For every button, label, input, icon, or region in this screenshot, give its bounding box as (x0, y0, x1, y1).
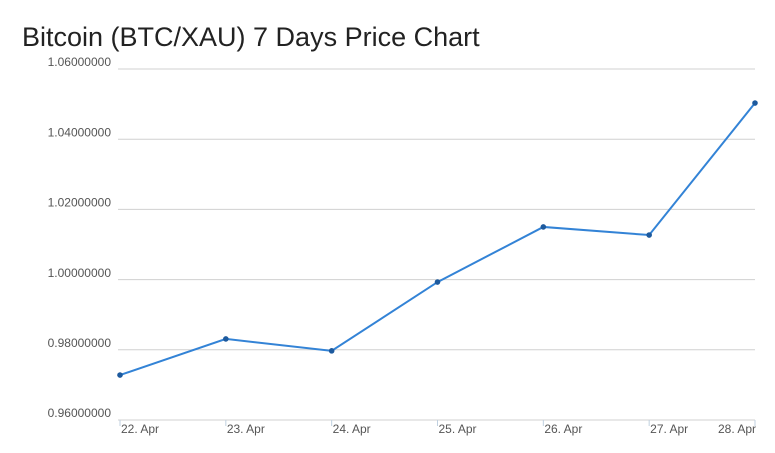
x-tick-label: 24. Apr (333, 422, 371, 436)
y-tick-label: 1.02000000 (48, 196, 112, 210)
y-tick-label: 1.06000000 (48, 55, 112, 69)
point (752, 100, 758, 106)
x-tick-label: 25. Apr (438, 422, 476, 436)
point (117, 372, 123, 378)
point (223, 336, 229, 342)
x-tick-label: 26. Apr (544, 422, 582, 436)
x-tick-label: 22. Apr (121, 422, 159, 436)
point (434, 279, 441, 285)
point (328, 348, 335, 354)
y-tick-label: 0.98000000 (48, 336, 112, 350)
price-line (119, 102, 756, 377)
y-tick-label: 0.96000000 (48, 406, 112, 420)
x-tick-label: 28. Apr (718, 422, 756, 436)
point (540, 224, 547, 230)
y-tick-label: 1.04000000 (48, 125, 112, 139)
chart-title: Bitcoin (BTC/XAU) 7 Days Price Chart (22, 22, 480, 52)
x-tick-label: 27. Apr (650, 422, 688, 436)
point (646, 232, 652, 238)
y-tick-label: 1.00000000 (48, 266, 112, 280)
x-tick-label: 23. Apr (227, 422, 265, 436)
